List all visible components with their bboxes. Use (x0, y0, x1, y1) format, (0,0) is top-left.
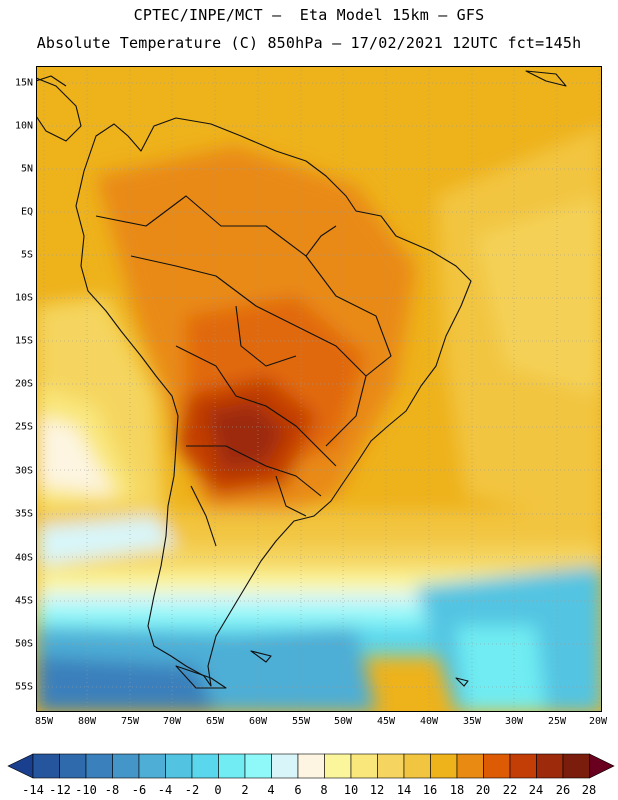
colorbar-label: 4 (267, 783, 275, 797)
colorbar (7, 753, 615, 779)
colorbar-segment (244, 753, 272, 779)
colorbar-segment (456, 753, 484, 779)
lat-tick-label: 25S (14, 421, 33, 433)
lon-tick-label: 70W (162, 716, 182, 727)
lon-tick-label: 85W (34, 716, 54, 727)
lat-tick-label: 10S (14, 292, 33, 304)
lon-tick-label: 75W (120, 716, 140, 727)
lon-tick-label: 35W (462, 716, 482, 727)
colorbar-segment (403, 753, 431, 779)
chart-title-line2: Absolute Temperature (C) 850hPa – 17/02/… (36, 34, 582, 52)
colorbar-label: -4 (157, 783, 173, 797)
lat-tick-label: 55S (14, 681, 33, 693)
colorbar-label: -8 (104, 783, 120, 797)
lat-tick-label: EQ (20, 206, 33, 218)
colorbar-label: 26 (555, 783, 571, 797)
colorbar-segment (430, 753, 458, 779)
colorbar-segment (191, 753, 219, 779)
lat-tick-label: 15S (14, 335, 33, 347)
colorbar-label: -6 (131, 783, 147, 797)
colorbar-segment (350, 753, 378, 779)
south-america-coast (75, 117, 472, 687)
colorbar-segment (536, 753, 564, 779)
colorbar-label: 10 (343, 783, 359, 797)
colorbar-label: 8 (320, 783, 328, 797)
lon-tick-label: 45W (376, 716, 396, 727)
colorbar-segment (112, 753, 140, 779)
colorbar-segment (32, 753, 60, 779)
colorbar-label: 6 (294, 783, 302, 797)
lat-tick-label: 45S (14, 595, 33, 607)
lon-tick-label: 25W (547, 716, 567, 727)
colorbar-segment (59, 753, 87, 779)
colorbar-segment (377, 753, 405, 779)
colorbar-segment (218, 753, 246, 779)
lon-tick-label: 80W (77, 716, 97, 727)
colorbar-segment (297, 753, 325, 779)
lon-tick-label: 40W (419, 716, 439, 727)
lat-tick-label: 40S (14, 552, 33, 564)
lat-tick-label: 30S (14, 465, 33, 477)
colorbar-segment (271, 753, 299, 779)
colorbar-segment (509, 753, 537, 779)
colorbar-label: 18 (449, 783, 465, 797)
lon-tick-label: 30W (504, 716, 524, 727)
chart-title-line1: CPTEC/INPE/MCT – Eta Model 15km – GFS (133, 6, 485, 24)
lon-tick-label: 60W (248, 716, 268, 727)
colorbar-segment (562, 753, 590, 779)
lat-tick-label: 10N (14, 120, 33, 132)
lon-tick-label: 65W (205, 716, 225, 727)
lat-tick-label: 5S (20, 249, 33, 261)
central-america-coast (36, 77, 82, 142)
colorbar-label: -2 (184, 783, 200, 797)
colorbar-label: 16 (422, 783, 438, 797)
coastlines (36, 70, 567, 689)
colorbar-label: -10 (75, 783, 97, 797)
colorbar-label: 14 (396, 783, 412, 797)
lat-tick-label: 5N (20, 163, 33, 175)
colorbar-arrow-low (7, 753, 34, 779)
colorbar-segment (85, 753, 113, 779)
colorbar-label: -12 (49, 783, 71, 797)
colorbar-label: 2 (241, 783, 249, 797)
lat-tick-label: 15N (14, 77, 33, 89)
lon-tick-label: 50W (333, 716, 353, 727)
lat-tick-label: 35S (14, 508, 33, 520)
colorbar-label: 0 (214, 783, 222, 797)
colorbar-label: -14 (22, 783, 44, 797)
temperature-map (36, 66, 602, 712)
colorbar-label: 28 (581, 783, 597, 797)
colorbar-segment (138, 753, 166, 779)
colorbar-label: 12 (369, 783, 385, 797)
colorbar-segment (324, 753, 352, 779)
lat-tick-label: 20S (14, 378, 33, 390)
colorbar-label: 24 (528, 783, 544, 797)
colorbar-label: 22 (502, 783, 518, 797)
colorbar-label: 20 (475, 783, 491, 797)
colorbar-arrow-high (589, 753, 615, 779)
lon-tick-label: 55W (291, 716, 311, 727)
lat-tick-label: 50S (14, 638, 33, 650)
lon-tick-label: 20W (588, 716, 608, 727)
colorbar-segment (483, 753, 511, 779)
colorbar-segment (165, 753, 193, 779)
